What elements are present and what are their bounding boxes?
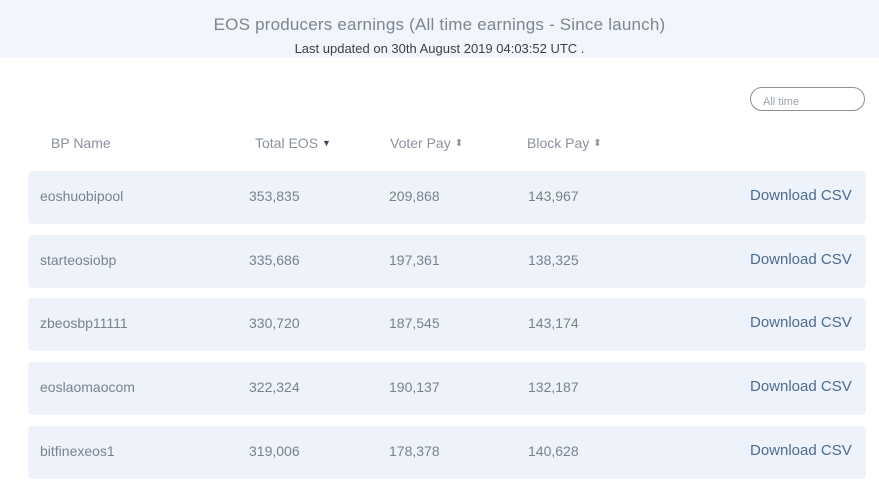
bp-name-cell: starteosiobp [40,252,117,268]
block-pay-cell: 143,967 [528,188,579,204]
download-csv-link[interactable]: Download CSV [750,442,852,459]
block-pay-cell: 132,187 [528,379,579,395]
download-csv-link[interactable]: Download CSV [750,314,852,331]
voter-pay-cell: 209,868 [389,188,440,204]
time-filter-input[interactable] [750,87,865,111]
bp-name-cell: eoshuobipool [40,188,124,204]
column-header-label: Voter Pay [390,135,451,151]
total-eos-cell: 330,720 [249,315,300,331]
block-pay-cell: 138,325 [528,252,579,268]
bp-name-cell: eoslaomaocom [40,379,135,395]
table-row: eoslaomaocom 322,324 190,137 132,187 Dow… [28,362,866,415]
block-pay-cell: 143,174 [528,315,579,331]
column-header-label: Block Pay [527,135,590,151]
block-pay-cell: 140,628 [528,443,579,459]
voter-pay-cell: 197,361 [389,252,440,268]
table-row: zbeosbp11111 330,720 187,545 143,174 Dow… [28,298,866,351]
column-header-bp-name[interactable]: BP Name [51,135,111,151]
page-header: EOS producers earnings (All time earning… [0,0,879,58]
voter-pay-cell: 190,137 [389,379,440,395]
table-row: eoshuobipool 353,835 209,868 143,967 Dow… [28,171,866,224]
download-csv-link[interactable]: Download CSV [750,187,852,204]
page-title: EOS producers earnings (All time earning… [213,15,666,34]
total-eos-cell: 319,006 [249,443,300,459]
sort-desc-icon: ▼ [322,138,331,148]
total-eos-cell: 353,835 [249,188,300,204]
voter-pay-cell: 187,545 [389,315,440,331]
bp-name-cell: zbeosbp11111 [40,315,128,331]
voter-pay-cell: 178,378 [389,443,440,459]
bp-name-cell: bitfinexeos1 [40,443,115,459]
column-header-label: BP Name [51,135,111,151]
download-csv-link[interactable]: Download CSV [750,378,852,395]
table-row: bitfinexeos1 319,006 178,378 140,628 Dow… [28,426,866,479]
last-updated-text: Last updated on 30th August 2019 04:03:5… [294,41,585,56]
total-eos-cell: 335,686 [249,252,300,268]
sort-icon: ⬍ [454,137,464,149]
column-header-voter-pay[interactable]: Voter Pay ⬍ [390,135,463,151]
download-csv-link[interactable]: Download CSV [750,251,852,268]
column-header-block-pay[interactable]: Block Pay ⬍ [527,135,602,151]
column-header-total-eos[interactable]: Total EOS ▼ [255,135,331,151]
sort-icon: ⬍ [593,137,602,149]
total-eos-cell: 322,324 [249,379,300,395]
table-row: starteosiobp 335,686 197,361 138,325 Dow… [28,235,866,288]
column-header-label: Total EOS [255,135,319,151]
